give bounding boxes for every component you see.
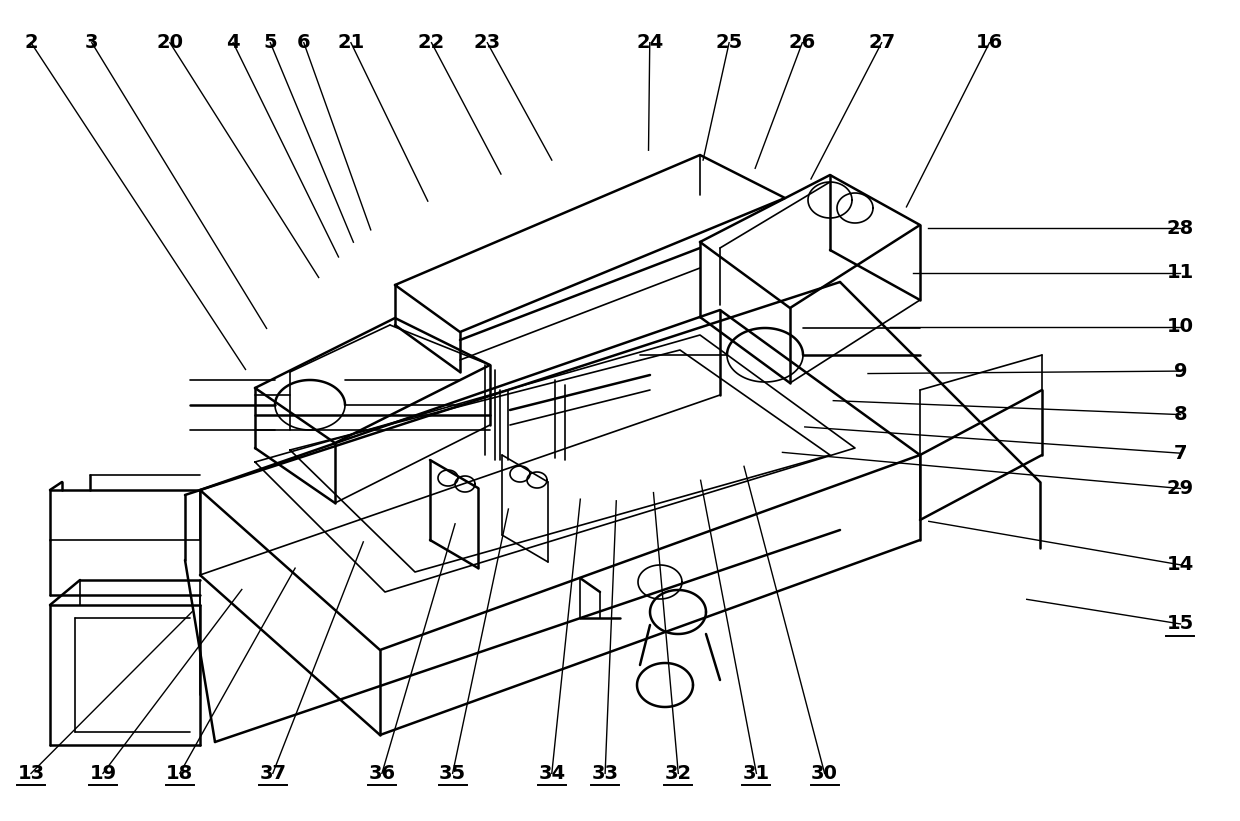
Text: 18: 18 <box>166 764 193 783</box>
Text: 6: 6 <box>298 33 310 53</box>
Text: 9: 9 <box>1174 361 1187 381</box>
Text: 10: 10 <box>1167 317 1194 337</box>
Text: 35: 35 <box>439 764 466 783</box>
Text: 29: 29 <box>1167 479 1194 498</box>
Text: 21: 21 <box>337 33 365 53</box>
Text: 20: 20 <box>156 33 184 53</box>
Text: 27: 27 <box>868 33 895 53</box>
Text: 26: 26 <box>789 33 816 53</box>
Text: 13: 13 <box>17 764 45 783</box>
Text: 4: 4 <box>227 33 239 53</box>
Text: 7: 7 <box>1174 443 1187 463</box>
Text: 36: 36 <box>368 764 396 783</box>
Text: 2: 2 <box>25 33 37 53</box>
Text: 25: 25 <box>715 33 743 53</box>
Text: 34: 34 <box>538 764 565 783</box>
Text: 24: 24 <box>636 33 663 53</box>
Text: 30: 30 <box>811 764 838 783</box>
Text: 15: 15 <box>1167 614 1194 634</box>
Text: 22: 22 <box>418 33 445 53</box>
Text: 14: 14 <box>1167 555 1194 575</box>
Text: 16: 16 <box>976 33 1003 53</box>
Text: 19: 19 <box>89 764 117 783</box>
Text: 31: 31 <box>743 764 770 783</box>
Text: 23: 23 <box>474 33 501 53</box>
Text: 11: 11 <box>1167 263 1194 282</box>
Text: 37: 37 <box>259 764 286 783</box>
Text: 8: 8 <box>1174 405 1187 424</box>
Text: 32: 32 <box>665 764 692 783</box>
Text: 5: 5 <box>264 33 277 53</box>
Text: 28: 28 <box>1167 218 1194 238</box>
Text: 3: 3 <box>86 33 98 53</box>
Text: 33: 33 <box>591 764 619 783</box>
